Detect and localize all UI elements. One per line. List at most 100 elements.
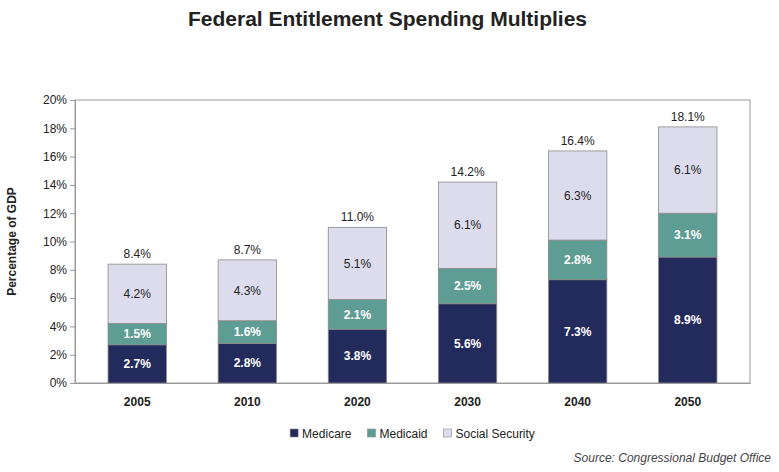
x-tick: 2005 [124,383,151,409]
x-tick-label: 2020 [344,395,371,409]
y-tick: 4% [50,320,75,334]
data-label: 5.1% [344,257,372,271]
x-tick-label: 2050 [674,395,701,409]
data-label: 7.3% [564,325,592,339]
y-tick: 18% [43,122,75,136]
y-tick: 14% [43,178,75,192]
legend-item: Medicare [290,427,352,441]
y-tick: 0% [50,376,75,390]
total-label: 11.0% [341,210,374,224]
y-tick-label: 18% [43,122,67,136]
bar-segment [218,260,276,321]
x-tick-label: 2010 [234,395,261,409]
legend-label: Medicaid [379,427,427,441]
bar-segment [659,213,717,257]
data-label: 5.6% [454,337,482,351]
chart: Federal Entitlement Spending Multiplies 0… [0,0,779,472]
x-tick: 2040 [564,383,591,409]
y-tick-label: 14% [43,178,67,192]
source: Source: Congressional Budget Office [574,451,772,465]
y-tick-mark [70,213,75,214]
title: Federal Entitlement Spending Multiplies [188,7,587,30]
total-label: 18.1% [671,110,705,124]
y-tick-label: 8% [50,263,68,277]
bar-segment [328,227,386,299]
y-tick: 16% [43,150,75,164]
y-axis-title: Percentage of GDP [5,187,19,296]
data-label: 6.1% [454,218,482,232]
legend-swatch [367,429,375,437]
legend-swatch [444,429,452,437]
bars [108,127,717,383]
y-tick-label: 20% [43,93,67,107]
y-tick-label: 4% [50,320,68,334]
bar-segment [438,268,496,303]
y-tick-mark [70,242,75,243]
bar-segment [108,324,166,345]
data-label: 6.1% [674,163,702,177]
y-tick-label: 16% [43,150,67,164]
y-tick-label: 0% [50,376,68,390]
y-tick-mark [70,185,75,186]
bar-segment [108,345,166,383]
y-tick-mark [70,298,75,299]
x-tick-label: 2005 [124,395,151,409]
legend: Medicare Medicaid Social Security [290,427,535,441]
y-tick-mark [70,355,75,356]
y-tick: 12% [43,207,75,221]
data-label: 2.7% [124,357,152,371]
y-tick: 8% [50,263,75,277]
data-label: 1.5% [124,327,152,341]
legend-item: Medicaid [367,427,427,441]
data-label: 3.1% [674,228,702,242]
x-tick-label: 2030 [454,395,481,409]
data-label: 4.3% [234,284,262,298]
legend-swatch [290,429,298,437]
bar-segment [328,300,386,330]
bar-segment [328,329,386,383]
x-tick: 2020 [344,383,371,409]
x-tick: 2010 [234,383,261,409]
data-label: 6.3% [564,189,592,203]
y-tick-label: 6% [50,291,68,305]
bar-segment [108,264,166,323]
data-labels: 2.7%2.8%3.8%5.6%7.3%8.9%1.5%1.6%2.1%2.5%… [124,110,706,371]
y-axis: 0% 2% 4% 6% 8% 10% 12% 14% 16% 18% 20% [43,93,76,390]
legend-label: Social Security [456,427,535,441]
bar-segment [438,304,496,383]
y-tick-label: 10% [43,235,67,249]
total-label: 14.2% [451,165,485,179]
bar-segment [659,127,717,213]
bar-segment [548,151,606,240]
data-label: 2.5% [454,279,482,293]
y-tick-mark [70,326,75,327]
y-tick-mark [70,100,75,101]
data-label: 2.8% [564,253,592,267]
x-axis: 2005 2010 2020 2030 2040 2050 [76,383,751,409]
bar-segment [659,257,717,383]
x-tick-label: 2040 [564,395,591,409]
data-label: 4.2% [124,287,152,301]
data-label: 3.8% [344,349,372,363]
x-tick: 2030 [454,383,481,409]
legend-item: Social Security [444,427,535,441]
x-axis-line [76,383,751,384]
bar-segment [548,240,606,280]
y-tick-mark [70,128,75,129]
total-label: 8.4% [124,247,152,261]
bar-segment [548,280,606,383]
plot-frame [75,100,750,383]
bar-segment [218,343,276,383]
data-label: 8.9% [674,313,702,327]
data-label: 2.8% [234,356,262,370]
y-tick: 6% [50,291,75,305]
bar-segment [218,321,276,344]
legend-label: Medicare [302,427,352,441]
total-label: 8.7% [234,243,262,257]
y-tick-mark [70,383,75,384]
data-label: 2.1% [344,308,372,322]
y-tick-label: 2% [50,348,68,362]
y-axis-line [75,101,76,384]
y-tick: 10% [43,235,75,249]
y-tick-label: 12% [43,207,67,221]
